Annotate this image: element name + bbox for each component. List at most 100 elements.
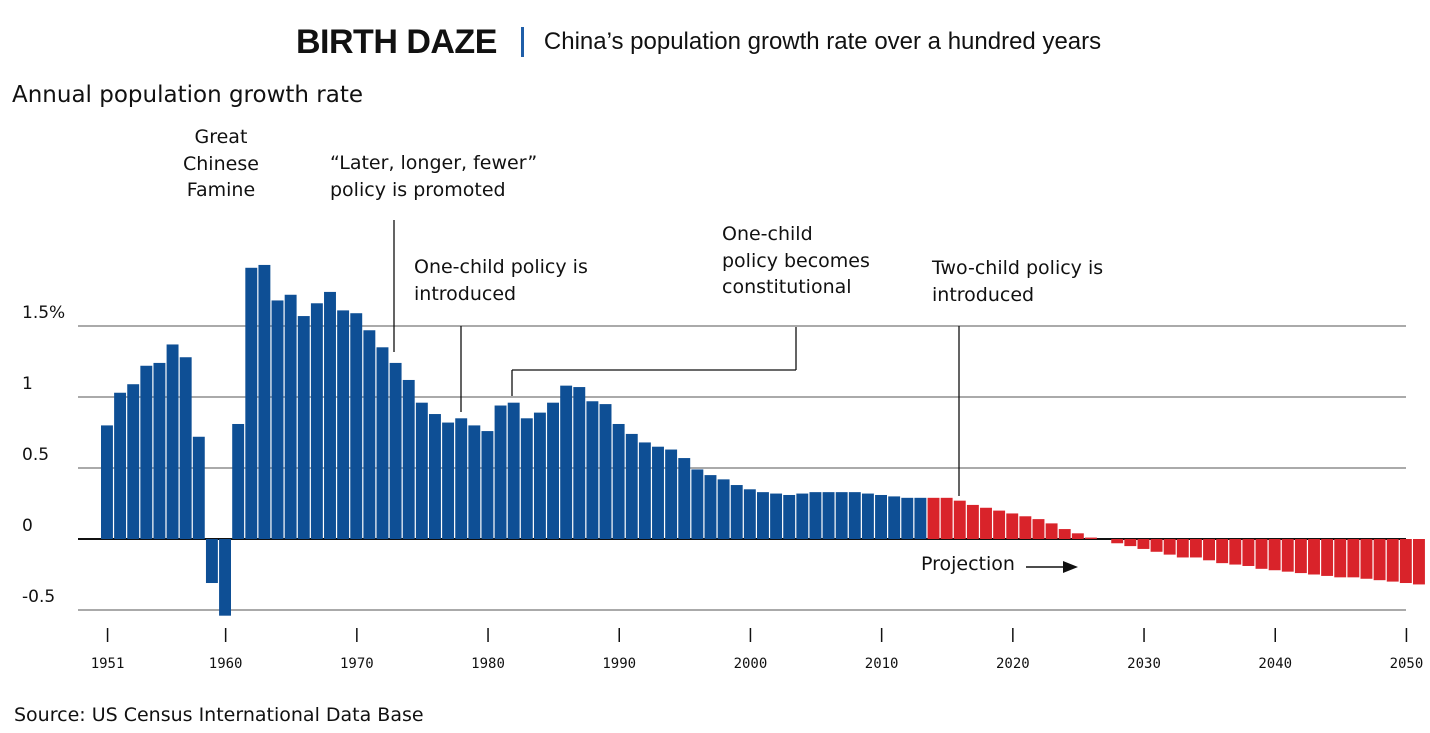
annotation-line: Famine <box>186 179 256 201</box>
projection-arrow-head <box>1063 561 1078 573</box>
bar <box>1150 539 1163 552</box>
bar <box>861 493 874 539</box>
bar <box>455 418 468 539</box>
bar <box>114 392 127 539</box>
bar <box>1058 529 1071 539</box>
bar <box>743 489 756 539</box>
bar <box>442 422 455 539</box>
bar <box>376 347 389 539</box>
bar <box>691 469 704 539</box>
bar <box>888 496 901 539</box>
bar <box>232 423 245 539</box>
bar <box>1255 539 1268 569</box>
title-separator <box>520 27 524 57</box>
y-tick-label: 0 <box>22 516 33 536</box>
bar <box>402 379 415 539</box>
bar <box>192 436 205 539</box>
bar <box>822 492 835 539</box>
bar <box>429 414 441 539</box>
bar <box>914 497 927 539</box>
annotation-one-child-constitutional: One-child policy becomes constitutional <box>722 221 870 301</box>
bar <box>652 446 664 539</box>
bar <box>258 264 271 539</box>
x-tick-label: 1960 <box>209 656 243 672</box>
annotation-later-longer-fewer: “Later, longer, fewer” policy is promote… <box>330 150 537 203</box>
bar <box>1281 539 1294 572</box>
bar <box>573 387 586 539</box>
x-tick-label: 1990 <box>602 656 636 672</box>
bar <box>993 510 1006 539</box>
bar <box>1334 539 1347 578</box>
bar <box>1360 539 1373 579</box>
bar <box>415 402 428 539</box>
bar <box>1189 539 1202 558</box>
bar <box>835 492 848 539</box>
bar <box>770 493 783 539</box>
annotation-line: Chinese <box>183 152 259 175</box>
bar <box>966 504 979 539</box>
bar <box>284 294 297 539</box>
bar <box>875 494 887 539</box>
annotation-line: One-child <box>722 223 813 245</box>
bar <box>953 500 966 539</box>
bar <box>1386 539 1399 582</box>
chart-subtitle: China’s population growth rate over a hu… <box>543 28 1102 55</box>
bar <box>757 492 769 539</box>
bar <box>678 458 691 539</box>
y-axis-label: Annual population growth rate <box>12 82 364 108</box>
bar <box>219 539 231 616</box>
bar <box>638 442 651 539</box>
x-tick-label: 2040 <box>1258 656 1292 672</box>
annotation-line: introduced <box>414 282 517 305</box>
bar <box>494 405 507 539</box>
bar <box>1242 539 1255 566</box>
bar <box>1045 523 1058 539</box>
bar <box>179 357 192 539</box>
bar <box>809 492 822 539</box>
x-tick-label: 2020 <box>996 656 1030 672</box>
bar <box>1373 539 1386 581</box>
bar <box>547 402 559 539</box>
bar <box>337 310 350 539</box>
annotation-line: Projection <box>921 553 1015 575</box>
bar <box>533 412 546 539</box>
bar <box>1308 539 1320 575</box>
bar <box>1006 513 1019 539</box>
x-tick-label: 2000 <box>734 656 768 672</box>
annotation-one-child-introduced: One-child policy is introduced <box>414 254 588 307</box>
bar <box>507 402 520 539</box>
annotation-two-child-introduced: Two-child policy is introduced <box>932 255 1103 308</box>
x-tick-label: 1970 <box>340 656 374 672</box>
annotation-projection: Projection <box>921 551 1015 578</box>
bar <box>1347 539 1360 578</box>
bar <box>796 493 809 539</box>
bar <box>481 431 494 539</box>
annotation-line: policy becomes <box>722 249 870 272</box>
bar <box>1203 539 1215 561</box>
annotation-line: Two-child policy is <box>932 257 1104 279</box>
bar <box>980 507 992 539</box>
bar <box>560 385 573 539</box>
bar <box>704 475 717 539</box>
bar <box>599 404 612 539</box>
bar <box>1111 539 1124 544</box>
annotation-line: One-child policy is <box>414 256 588 278</box>
bar <box>1071 533 1084 539</box>
bar <box>1085 537 1097 539</box>
bar <box>1019 516 1032 539</box>
bar <box>901 497 914 539</box>
bar <box>297 316 310 539</box>
annotation-line: “Later, longer, fewer” <box>330 152 538 174</box>
bar <box>927 497 940 539</box>
bar <box>350 313 363 539</box>
bar <box>1176 539 1189 558</box>
bar <box>153 362 166 539</box>
bar <box>625 433 638 539</box>
bar <box>848 492 861 539</box>
bar <box>101 425 113 539</box>
annotation-line: policy is promoted <box>330 178 506 201</box>
bar <box>1032 519 1045 539</box>
bar <box>363 330 376 539</box>
chart-title: BIRTH DAZE <box>296 22 497 61</box>
